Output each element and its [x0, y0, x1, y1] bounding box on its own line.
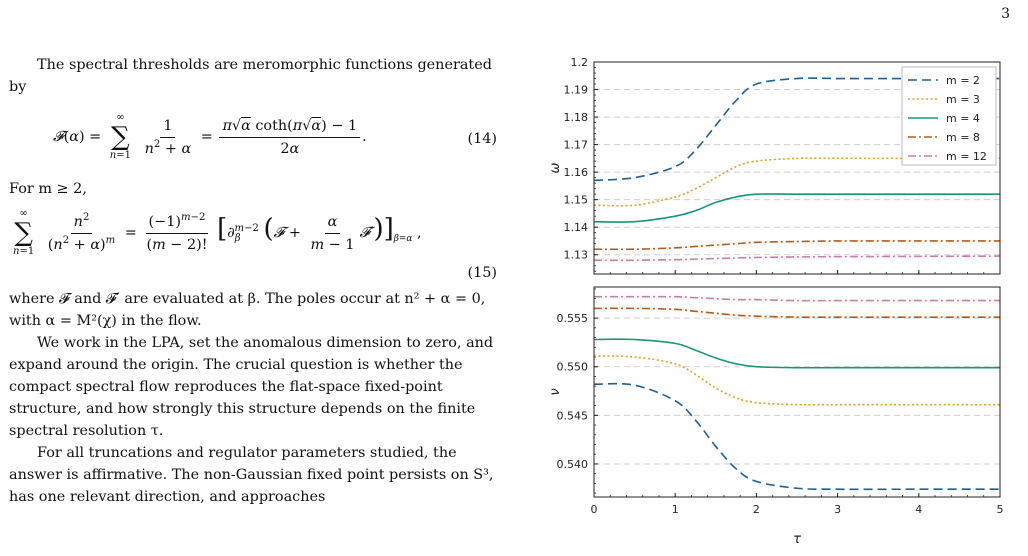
- y-tick-label: 1.13: [564, 249, 589, 262]
- equation-15: ∞ ∑ n=1 n2 (n2 + α)m = (−1)m−2 (m − 2)! [∂βm…: [9, 202, 497, 292]
- series-line-m2: [593, 382, 1000, 491]
- y-tick-label: 0.540: [557, 458, 589, 471]
- series-line-m8: [593, 307, 1000, 319]
- x-tick-label: 1: [672, 503, 679, 516]
- x-axis-label: τ: [793, 532, 801, 547]
- y-tick-label: 1.17: [564, 139, 589, 152]
- x-tick-label: 5: [997, 503, 1004, 516]
- legend-entry: m = 3: [946, 93, 980, 106]
- figure-svg: 1.21.191.181.171.161.151.141.13ω0.5550.5…: [548, 56, 1004, 547]
- series-line-m4: [593, 338, 1000, 369]
- legend-entry: m = 8: [946, 131, 980, 144]
- page-number: 3: [1001, 6, 1010, 22]
- series-line-m4: [593, 193, 1000, 223]
- equation-15-number: (15): [467, 265, 497, 281]
- legend: m = 2 m = 3 m = 4 m = 8 m = 12: [901, 66, 997, 166]
- panel-omega: 1.2 1.19 1.18 1.17 1.16 1.15 1.14 1.13 ω: [548, 56, 1001, 275]
- x-tick-label: 3: [834, 503, 841, 516]
- x-tick-label: 0: [591, 503, 598, 516]
- y-axis-label: ω: [548, 162, 563, 173]
- series-line-m12: [594, 295, 1000, 302]
- figure: 1.2 1.19 1.18 1.17 1.16 1.15 1.14 1.13 ω 0.555 0.5…: [545, 50, 1025, 556]
- paragraph-intro: The spectral thresholds are meromorphic …: [9, 57, 492, 95]
- paragraph-for-m: For m ≥ 2,: [9, 181, 87, 197]
- plot-frame: [593, 286, 1001, 498]
- y-axis-label: ν: [548, 388, 563, 395]
- legend-box: [901, 66, 997, 166]
- y-tick-label: 0.550: [557, 361, 589, 374]
- paragraph-poles: where 𝓕 and 𝓕′ are evaluated at β. The p…: [9, 291, 486, 329]
- series-line-m8: [593, 240, 1000, 251]
- paragraph-lpa: We work in the LPA, set the anomalous di…: [9, 335, 494, 439]
- y-tick-label: 1.2: [571, 56, 589, 69]
- y-tick-label: 1.14: [564, 221, 589, 234]
- x-tick-label: 2: [753, 503, 760, 516]
- legend-entry: m = 12: [946, 150, 987, 163]
- y-tick-label: 1.18: [564, 111, 589, 124]
- series-line-m2: [593, 77, 1000, 182]
- plot-frame: [593, 61, 1001, 275]
- legend-entry: m = 2: [946, 74, 980, 87]
- y-tick-label: 1.15: [564, 194, 589, 207]
- equation-14: 𝓕(α) = ∞ ∑ n=1 1 n2 + α = π√α coth(π√α) − 1…: [53, 112, 497, 161]
- panel-nu: 0.555 0.550 0.545 0.540 ν: [548, 286, 1001, 498]
- y-tick-label: 0.545: [557, 409, 589, 422]
- y-tick-label: 1.19: [564, 84, 589, 97]
- series-line-m3: [593, 355, 1000, 406]
- legend-entry: m = 4: [946, 112, 980, 125]
- y-tick-label: 1.16: [564, 166, 589, 179]
- text-column: The spectral thresholds are meromorphic …: [9, 54, 497, 508]
- paragraph-result: For all truncations and regulator parame…: [9, 445, 494, 505]
- y-tick-label: 0.555: [557, 312, 589, 325]
- x-tick-label: 4: [915, 503, 922, 516]
- series-line-m12: [593, 255, 1001, 262]
- equation-14-number: (14): [467, 131, 497, 147]
